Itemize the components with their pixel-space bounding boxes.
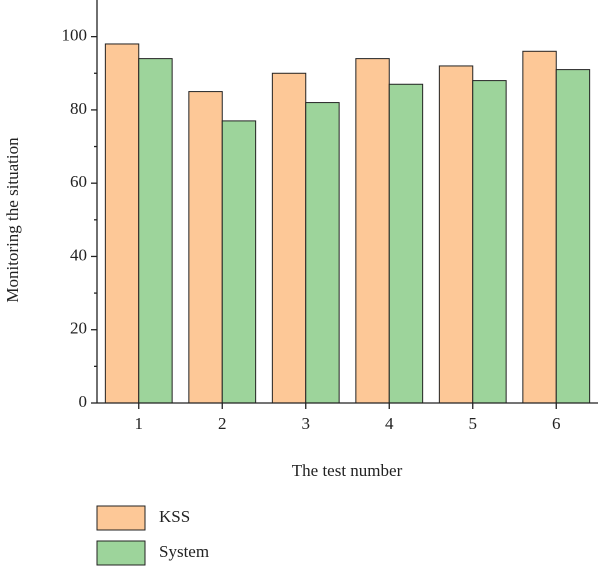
bar	[522, 50, 557, 404]
bar	[388, 83, 424, 404]
x-tick-label: 1	[135, 414, 144, 433]
y-tick-label: 80	[70, 99, 87, 118]
y-tick-label: 100	[62, 26, 88, 45]
bar	[188, 91, 223, 404]
y-tick-label: 20	[70, 319, 87, 338]
legend-label: System	[159, 542, 209, 561]
x-tick-label: 6	[552, 414, 561, 433]
bar	[555, 69, 591, 404]
bar	[271, 72, 307, 404]
bar	[138, 58, 173, 404]
x-axis-label: The test number	[292, 461, 403, 480]
bar	[221, 120, 257, 404]
legend-swatch	[96, 505, 146, 531]
y-axis-label: Monitoring the situation	[3, 137, 22, 303]
legend-label: KSS	[159, 507, 190, 526]
bar	[472, 80, 507, 404]
y-tick-label: 0	[79, 392, 88, 411]
bar	[438, 65, 474, 404]
y-tick-label: 40	[70, 245, 87, 264]
bar	[355, 58, 390, 404]
legend-swatch	[96, 540, 146, 566]
bar	[305, 102, 340, 404]
x-tick-label: 3	[302, 414, 311, 433]
y-tick-label: 60	[70, 172, 87, 191]
x-tick-label: 4	[385, 414, 394, 433]
bar	[104, 43, 140, 404]
x-tick-label: 5	[469, 414, 478, 433]
x-tick-label: 2	[218, 414, 227, 433]
